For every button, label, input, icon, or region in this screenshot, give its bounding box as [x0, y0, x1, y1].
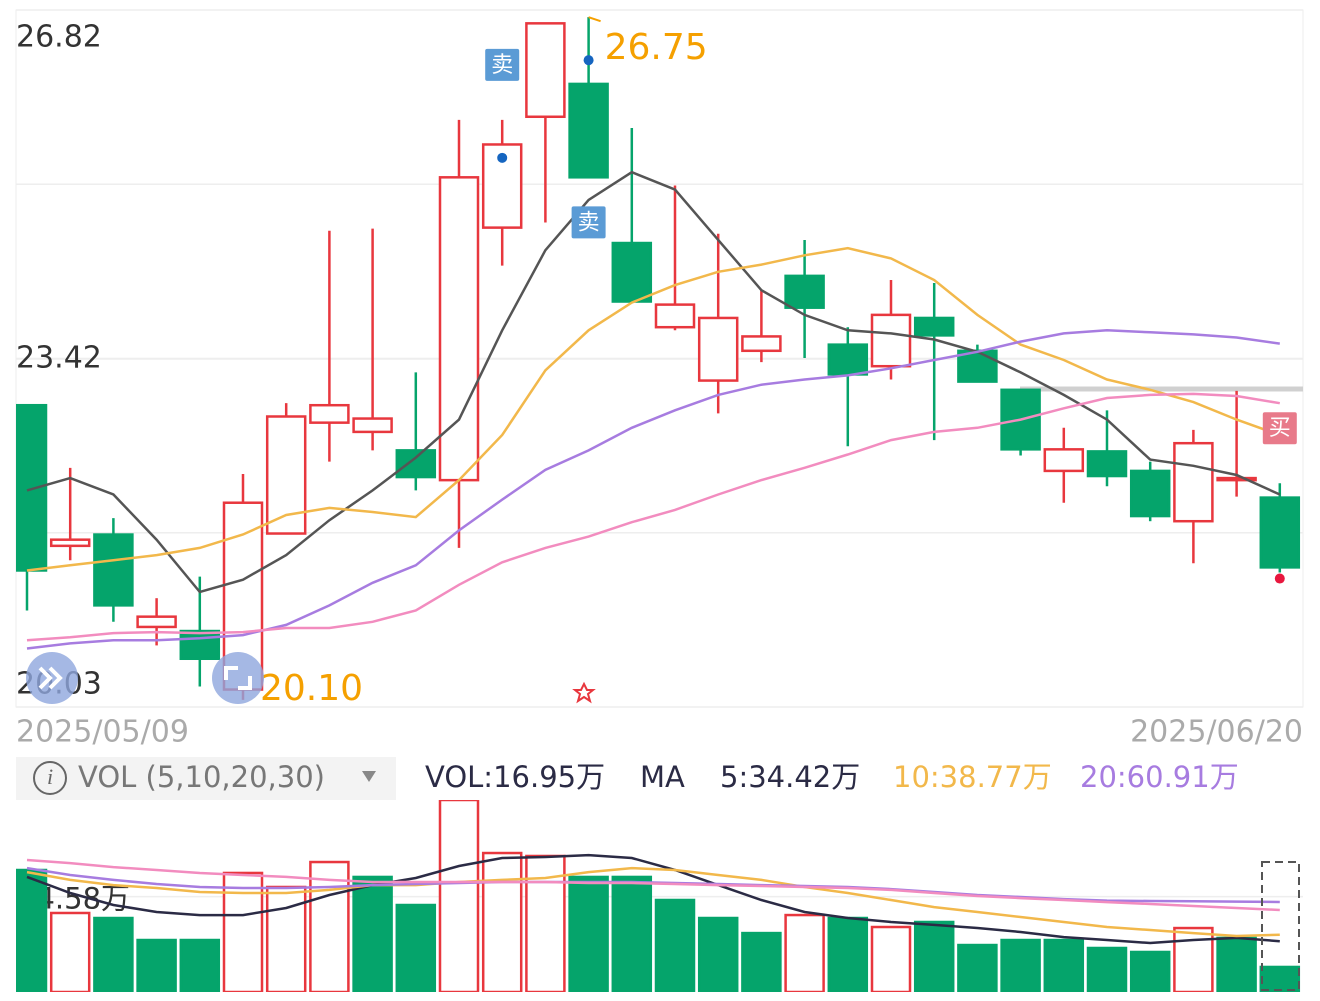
volume-bar: [1000, 938, 1041, 992]
candle-body: [438, 176, 480, 482]
volume-bar: [309, 860, 350, 992]
candle-body: [697, 316, 739, 382]
candle-body: [136, 615, 177, 629]
y-tick-label: 23.42: [16, 341, 102, 376]
volume-bar: [568, 875, 609, 992]
signal-label: 卖: [578, 210, 600, 235]
volume-bar: [16, 868, 48, 992]
candle-body: [1086, 450, 1128, 478]
legend-item: VOL:16.95万: [425, 760, 605, 794]
candle-body: [1216, 476, 1257, 482]
ma-line: [26, 170, 1281, 594]
legend-item: 5:34.42万: [720, 760, 860, 794]
candle-body: [741, 335, 782, 353]
candle-body: [654, 303, 696, 329]
volume-bar: [179, 938, 221, 992]
signal-label: 卖: [491, 53, 513, 78]
volume-bar: [352, 875, 393, 992]
candle-body: [179, 629, 221, 661]
signal-label: 买: [1269, 416, 1291, 441]
info-icon[interactable]: [33, 761, 67, 795]
volume-bar: [481, 851, 523, 992]
volume-bar: [957, 943, 998, 992]
signal-badge: [1262, 412, 1297, 445]
signal-badge: [485, 48, 520, 81]
candle-body: [827, 343, 869, 376]
max-pointer: [588, 16, 601, 23]
max-label: 26.75: [605, 27, 708, 68]
candle-body: [1043, 448, 1085, 473]
volume-bar: [741, 931, 782, 992]
info-icon-glyph: i: [47, 764, 53, 789]
candle-body: [1129, 469, 1171, 518]
ma-line: [26, 329, 1280, 650]
volume-bar: [827, 916, 869, 992]
dropdown-arrow[interactable]: [362, 771, 376, 782]
volume-bar: [1259, 965, 1301, 992]
volume-bar: [1086, 946, 1128, 992]
candle-body: [611, 241, 653, 303]
legend-item: 10:38.77万: [893, 760, 1052, 794]
expand-icon: [38, 666, 63, 690]
candle-body: [525, 22, 566, 119]
volume-bar: [1043, 938, 1085, 992]
candle-body: [913, 316, 955, 337]
min-label: 20.10: [260, 668, 363, 709]
candle-body: [352, 417, 393, 434]
ma-line: [26, 866, 1280, 938]
candle-body: [957, 349, 998, 383]
candle-body: [784, 274, 825, 309]
ma-line: [26, 392, 1281, 642]
volume-bar: [222, 871, 264, 992]
candle-body: [309, 403, 350, 424]
volume-bar: [395, 903, 437, 992]
volume-bar: [93, 916, 134, 992]
volume-bar: [654, 898, 696, 992]
candle-body: [93, 533, 134, 607]
dot: [497, 152, 508, 163]
indicator-selector[interactable]: [16, 757, 396, 800]
candle-body: [395, 449, 437, 479]
volume-bar: [438, 800, 480, 992]
candle-body: [1259, 496, 1301, 569]
signal-badge: [571, 206, 606, 239]
volume-bar: [611, 875, 653, 992]
y-tick-label: 26.82: [16, 20, 102, 55]
legend-item: MA: [640, 760, 685, 794]
x-tick-label: 2025/05/09: [16, 715, 189, 750]
volume-bar: [49, 911, 91, 992]
ma-line: [26, 246, 1281, 572]
ma-line: [26, 853, 1280, 945]
fullscreen-icon: [224, 666, 252, 690]
legend-item: 20:60.91万: [1080, 760, 1239, 794]
volume-bar: [1173, 926, 1214, 992]
volume-bar: [1129, 950, 1171, 992]
candle-body: [1173, 441, 1214, 523]
volume-bar: [913, 920, 955, 992]
event-star: [572, 681, 596, 704]
candle-body: [870, 313, 912, 368]
x-tick-label: 2025/06/20: [1130, 715, 1303, 750]
indicator-title: VOL (5,10,20,30): [78, 760, 325, 794]
selected-bar-box: [1261, 861, 1300, 991]
candle-body: [49, 538, 91, 548]
candle-body: [568, 82, 609, 179]
volume-bar: [136, 938, 177, 992]
dot: [583, 55, 594, 66]
volume-bar: [784, 913, 825, 992]
dot: [1274, 573, 1285, 584]
volume-bar: [1216, 936, 1257, 992]
volume-bar: [697, 916, 739, 992]
ma-line: [26, 858, 1280, 912]
fullscreen-button[interactable]: [212, 652, 264, 704]
volume-bar: [870, 925, 912, 992]
